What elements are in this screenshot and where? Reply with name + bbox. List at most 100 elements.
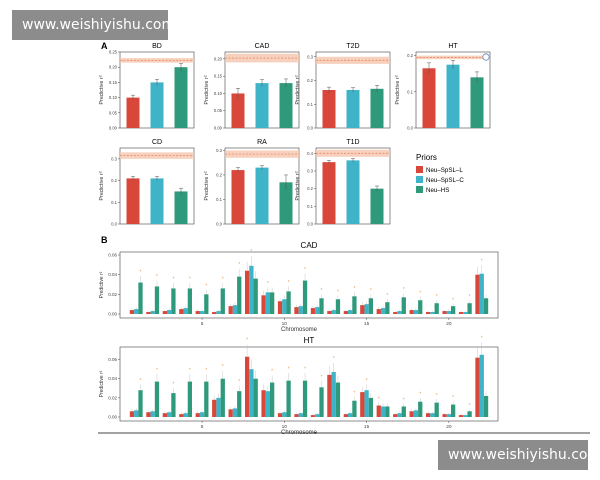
- chromosome-chart-cad: CAD 0.00 0.02 0.04 0.06 Predictive r² * * * * * * * *…: [99, 241, 499, 333]
- legend-swatch: [416, 176, 423, 183]
- bar-chr21-l: [458, 415, 464, 417]
- significance-marker: *: [250, 249, 252, 255]
- bar-chr7-hs: [237, 391, 242, 417]
- bar-chr2-hs: [154, 381, 160, 417]
- bar-chr13-hs: [335, 299, 341, 314]
- chart-title: CAD: [255, 43, 270, 50]
- significance-marker: *: [469, 403, 471, 409]
- y-tick-label: 0.2: [407, 53, 413, 58]
- panel-a-label: A: [101, 41, 108, 51]
- small-chart-cd: CD 0.0 0.1 0.2 0.3 Predictive r²: [99, 139, 195, 227]
- y-tick-label: 0.02: [108, 395, 117, 400]
- significance-marker: *: [172, 381, 174, 387]
- bar-chr18-c: [413, 410, 419, 417]
- bar-chr19-c: [430, 413, 435, 417]
- legend-title: Priors: [416, 153, 437, 162]
- bar-chr10-l: [277, 413, 283, 417]
- bar-chr13-hs: [335, 382, 341, 417]
- bar-chr19-l: [425, 312, 431, 314]
- bar-c: [255, 167, 269, 224]
- bar-chr12-c: [315, 414, 320, 417]
- y-axis-label: Predictive r²: [295, 75, 301, 105]
- bar-chr21-hs: [467, 303, 472, 314]
- significance-marker: *: [321, 374, 323, 380]
- y-tick-label: 0.10: [109, 95, 118, 100]
- chart-title: HT: [304, 336, 315, 345]
- significance-marker: *: [481, 259, 483, 265]
- bar-chr20-hs: [451, 306, 456, 314]
- bar-chr9-c: [265, 292, 271, 314]
- bar-chr9-c: [265, 391, 271, 417]
- plot-frame: [119, 346, 499, 422]
- legend-item: Neu–HS: [426, 187, 449, 194]
- bar-chr8-l: [244, 356, 250, 417]
- bar-chr22-hs: [483, 298, 489, 314]
- x-tick-label: 10: [282, 321, 288, 327]
- bar-chr5-l: [195, 311, 200, 314]
- bar-chr20-l: [442, 311, 447, 314]
- significance-marker: *: [353, 286, 355, 292]
- bar-chr20-l: [442, 414, 447, 417]
- x-tick-label: 10: [282, 424, 288, 430]
- y-tick-label: 0.0: [407, 126, 413, 131]
- bar-chr13-l: [327, 374, 332, 417]
- bar-chr15-c: [364, 390, 369, 417]
- small-chart-t2d: T2D 0.0 0.1 0.2 0.3 Predictive r²: [295, 43, 391, 131]
- bar-chr22-c: [479, 354, 484, 417]
- bar-chr3-c: [166, 412, 172, 417]
- bar-chr3-c: [166, 310, 172, 314]
- bar-chr8-hs: [253, 278, 258, 314]
- y-tick-label: 0.00: [109, 126, 118, 131]
- bar-chr16-l: [376, 309, 381, 314]
- bar-chr2-l: [146, 312, 151, 314]
- significance-marker: *: [403, 397, 405, 403]
- y-tick-label: 0.0: [216, 222, 222, 227]
- bar-chr12-hs: [319, 387, 324, 417]
- significance-marker: *: [288, 366, 290, 372]
- bar-chr7-c: [232, 305, 238, 314]
- bar-chr18-hs: [418, 401, 423, 417]
- small-chart-bd: BD 0.00 0.05 0.10 0.15 0.20 0.25 Predictive r²: [99, 43, 195, 131]
- watermark-bottom: www.weishiyishu.com: [438, 440, 600, 470]
- significance-marker: *: [337, 289, 339, 295]
- bar-l: [322, 90, 336, 128]
- x-tick-label: 15: [364, 424, 370, 430]
- bar-c: [150, 82, 164, 128]
- bar-chr16-c: [380, 406, 386, 417]
- y-tick-label: 0.3: [307, 168, 313, 173]
- bar-chr16-l: [376, 405, 381, 417]
- bar-chr5-hs: [204, 294, 209, 314]
- bar-chr14-c: [347, 413, 353, 417]
- significance-marker: *: [205, 283, 207, 289]
- bar-chr12-l: [310, 415, 316, 417]
- x-tick-label: 5: [201, 424, 204, 430]
- bar-chr3-hs: [171, 288, 176, 314]
- bar-chr5-l: [195, 413, 200, 417]
- bar-chr6-hs: [220, 378, 225, 417]
- zoom-icon[interactable]: [482, 53, 490, 61]
- bar-chr18-hs: [418, 300, 423, 314]
- significance-marker: *: [378, 396, 380, 402]
- bar-chr7-c: [232, 408, 238, 417]
- bar-chr10-hs: [286, 380, 291, 417]
- significance-marker: *: [189, 276, 191, 282]
- y-tick-label: 0.1: [307, 204, 313, 209]
- y-axis-label: Predictive r²: [99, 75, 105, 105]
- bar-chr8-hs: [253, 378, 258, 417]
- significance-marker: *: [321, 288, 323, 294]
- bar-hs: [370, 88, 384, 128]
- y-tick-label: 0.1: [407, 89, 413, 94]
- legend-swatch: [416, 166, 423, 173]
- y-axis-label: Predictive r²: [99, 370, 105, 397]
- bar-c: [346, 160, 360, 224]
- significance-marker: *: [366, 378, 368, 384]
- bar-chr2-l: [146, 412, 151, 417]
- bar-chr11-l: [294, 307, 299, 314]
- panel-b-label: B: [101, 235, 108, 245]
- bar-chr13-l: [327, 311, 332, 314]
- significance-marker: *: [333, 356, 335, 362]
- bar-chr11-c: [298, 306, 303, 314]
- bar-hs: [174, 67, 188, 128]
- bar-chr6-l: [212, 312, 217, 314]
